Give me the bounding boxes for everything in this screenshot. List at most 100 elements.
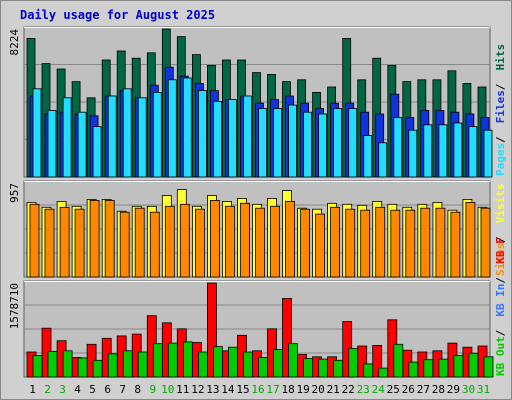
bar-pages-19 — [303, 111, 313, 178]
bar-pages-18 — [288, 104, 297, 178]
bar-pages-14 — [227, 99, 237, 178]
x-tick-label-28: 28 — [432, 383, 445, 396]
x-tick-label-14: 14 — [221, 383, 235, 396]
y-max-label: 957 — [8, 183, 21, 203]
x-tick-label-18: 18 — [281, 383, 294, 396]
bar-sites-30 — [465, 201, 476, 278]
bar-pages-16 — [258, 108, 267, 178]
bar-pages-3 — [62, 97, 72, 178]
bar-sites-18 — [285, 200, 295, 278]
legend-entry-files: Files — [494, 90, 507, 123]
x-tick-label-4: 4 — [74, 383, 81, 396]
bar-pages-7 — [122, 88, 132, 178]
bar-pages-2 — [47, 110, 57, 178]
bar-kb-out-17 — [273, 349, 283, 378]
bar-sites-14 — [224, 205, 235, 278]
bar-sites-1 — [29, 203, 40, 278]
series-sites — [29, 199, 491, 278]
bar-pages-5 — [92, 126, 102, 178]
bar-kb-f-13 — [206, 282, 217, 378]
x-tick-label-10: 10 — [161, 383, 174, 396]
x-tick-label-26: 26 — [402, 383, 415, 396]
bar-kb-f-18 — [282, 297, 292, 378]
legend-separator: / — [494, 329, 507, 336]
x-tick-label-31: 31 — [477, 383, 490, 396]
chart-title: Daily usage for August 2025 — [20, 8, 215, 22]
bar-pages-4 — [77, 111, 87, 178]
bar-pages-21 — [333, 108, 343, 178]
x-tick-label-7: 7 — [119, 383, 126, 396]
x-tick-label-1: 1 — [29, 383, 36, 396]
legend-bottom: KB Out / KB In / KB F — [494, 237, 507, 376]
bar-sites-5 — [89, 199, 100, 278]
bar-sites-29 — [450, 211, 461, 278]
bar-kb-out-11 — [182, 341, 193, 378]
bar-pages-1 — [32, 88, 42, 178]
bar-kb-out-15 — [243, 351, 253, 378]
x-tick-label-20: 20 — [311, 383, 324, 396]
bar-sites-15 — [240, 202, 250, 278]
x-tick-label-22: 22 — [342, 383, 355, 396]
bar-pages-11 — [182, 77, 192, 178]
bar-sites-6 — [104, 199, 115, 278]
bar-kb-out-9 — [152, 343, 163, 378]
bar-pages-24 — [378, 142, 388, 178]
bar-pages-28 — [438, 124, 448, 178]
bar-sites-20 — [315, 213, 326, 278]
bar-sites-26 — [405, 209, 416, 278]
bar-pages-12 — [197, 90, 207, 178]
x-tick-label-30: 30 — [462, 383, 475, 396]
bar-kb-out-31 — [483, 356, 494, 378]
bar-pages-8 — [137, 97, 147, 178]
bar-sites-17 — [270, 205, 280, 278]
bar-kb-out-2 — [47, 350, 58, 378]
bar-pages-27 — [423, 124, 433, 178]
panels: 8224 Pages / Files / Hits 957 Sites / Visit… — [8, 26, 507, 378]
bar-sites-23 — [360, 209, 371, 278]
x-tick-label-2: 2 — [44, 383, 51, 396]
x-tick-label-15: 15 — [236, 383, 249, 396]
bar-pages-15 — [243, 95, 252, 178]
x-tick-label-8: 8 — [134, 383, 141, 396]
bar-sites-16 — [255, 207, 265, 278]
legend-entry-kb-out: KB Out — [494, 336, 507, 376]
bar-pages-17 — [273, 108, 282, 178]
bar-sites-27 — [420, 207, 431, 278]
legend-entry-visits: Visits — [494, 183, 507, 223]
series-kb-out — [32, 341, 494, 378]
bar-kb-out-21 — [333, 359, 344, 378]
bar-sites-2 — [44, 208, 55, 278]
bar-sites-9 — [149, 211, 160, 278]
bar-pages-9 — [152, 92, 162, 178]
y-max-label: 8224 — [8, 29, 21, 56]
legend-middle: Sites / Visits — [494, 183, 507, 276]
bar-kb-out-30 — [468, 352, 479, 378]
panel-top: 8224 Pages / Files / Hits — [8, 26, 507, 178]
x-tick-label-27: 27 — [417, 383, 430, 396]
legend-separator: / — [494, 83, 507, 90]
bar-sites-24 — [375, 206, 386, 278]
legend-separator: / — [494, 236, 507, 243]
bar-kb-out-24 — [378, 367, 389, 378]
bar-kb-out-6 — [107, 353, 118, 378]
x-tick-label-25: 25 — [387, 383, 400, 396]
bar-kb-out-10 — [167, 342, 178, 378]
bar-pages-31 — [483, 129, 493, 178]
bar-kb-out-7 — [122, 350, 133, 378]
bar-sites-12 — [194, 208, 205, 278]
x-tick-label-23: 23 — [357, 383, 370, 396]
panel-bottom: 1578710 KB Out / KB In / KB F — [8, 237, 507, 378]
bar-kb-out-14 — [227, 346, 238, 378]
x-tick-label-9: 9 — [149, 383, 156, 396]
x-tick-label-12: 12 — [191, 383, 204, 396]
x-tick-label-17: 17 — [266, 383, 279, 396]
legend-separator: / — [494, 136, 507, 143]
bar-pages-29 — [453, 122, 463, 178]
bar-kb-out-16 — [258, 356, 268, 378]
bar-sites-8 — [134, 207, 145, 278]
bar-kb-out-12 — [197, 351, 208, 378]
bar-pages-10 — [167, 79, 177, 178]
bar-kb-out-29 — [453, 355, 464, 378]
x-tick-label-13: 13 — [206, 383, 219, 396]
x-tick-label-6: 6 — [104, 383, 111, 396]
